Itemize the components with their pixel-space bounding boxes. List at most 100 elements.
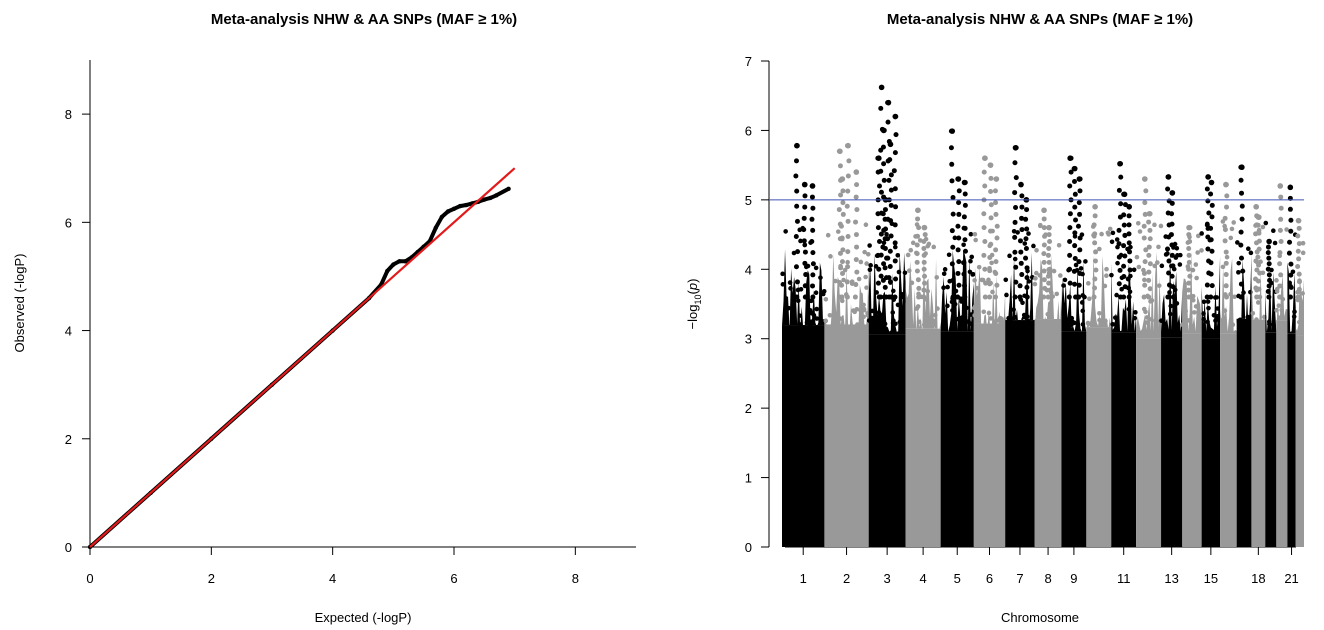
snp-point: [1077, 188, 1083, 194]
snp-point: [1206, 305, 1211, 311]
snp-point: [885, 119, 891, 125]
snp-point: [1288, 228, 1294, 234]
snp-point: [802, 193, 808, 199]
snp-point: [1186, 294, 1192, 300]
chromosome-21-points: [1286, 184, 1298, 547]
snp-point: [1114, 237, 1120, 242]
snp-point: [1235, 240, 1240, 245]
snp-point: [1127, 289, 1133, 295]
snp-point: [993, 294, 999, 300]
snp-point: [1253, 258, 1259, 264]
snp-point: [803, 272, 809, 278]
snp-point: [1143, 188, 1149, 194]
snp-point: [1041, 242, 1047, 248]
snp-point: [1195, 233, 1201, 239]
snp-point: [1121, 294, 1127, 300]
snp-peak-point: [955, 176, 962, 182]
snp-point: [1032, 281, 1038, 287]
snp-point: [845, 259, 850, 265]
snp-point: [887, 279, 893, 285]
snp-point: [1045, 273, 1051, 279]
snp-point: [1054, 291, 1060, 297]
snp-point: [1166, 258, 1172, 264]
snp-point: [810, 283, 816, 289]
chromosome-1-points: [780, 142, 827, 547]
snp-point: [1186, 266, 1192, 272]
chromosome-base: [1236, 318, 1252, 547]
snp-point: [1286, 250, 1292, 256]
snp-point: [827, 312, 833, 318]
snp-point: [1121, 263, 1127, 269]
snp-point: [1288, 272, 1294, 278]
snp-point: [839, 282, 845, 288]
snp-point: [1240, 268, 1246, 274]
chromosome-2-points: [823, 142, 871, 547]
chromosome-18-points: [1250, 204, 1267, 547]
snp-point: [1072, 230, 1078, 236]
manhattan-x-tick-label: 3: [884, 571, 891, 586]
snp-point: [916, 319, 922, 325]
snp-point: [993, 259, 999, 265]
snp-point: [875, 169, 881, 175]
snp-point: [974, 285, 980, 291]
snp-point: [988, 175, 994, 181]
snp-point: [1128, 244, 1133, 250]
snp-peak-point: [1018, 181, 1024, 188]
snp-point: [1041, 294, 1047, 300]
snp-point: [1072, 234, 1078, 239]
snp-point: [1126, 231, 1132, 237]
snp-point: [810, 205, 816, 211]
snp-point: [1277, 283, 1283, 289]
snp-point: [1023, 245, 1029, 251]
snp-point: [1169, 273, 1175, 279]
snp-point: [1274, 289, 1280, 294]
snp-point: [1165, 251, 1170, 256]
snp-point: [1126, 285, 1132, 291]
snp-point: [1165, 186, 1171, 192]
snp-point: [1195, 250, 1200, 255]
snp-point: [1287, 294, 1293, 300]
snp-peak-point: [1277, 183, 1284, 189]
chromosome-base: [1136, 338, 1162, 547]
snp-point: [1099, 231, 1104, 237]
manhattan-y-ticks: 0 1 2 3 4 5 6 7: [745, 54, 769, 555]
chromosome-12-points: [1134, 176, 1164, 547]
snp-point: [868, 263, 873, 268]
snp-point: [1186, 280, 1192, 286]
snp-point: [921, 239, 927, 245]
snp-point: [1068, 169, 1074, 175]
snp-point: [865, 252, 871, 257]
snp-point: [1212, 295, 1218, 300]
snp-point: [908, 247, 914, 253]
snp-point: [882, 265, 888, 271]
snp-point: [1265, 244, 1271, 250]
snp-point: [786, 305, 792, 311]
chromosome-base: [1265, 332, 1277, 547]
snp-point: [1192, 310, 1197, 315]
snp-point: [833, 278, 838, 284]
snp-point: [961, 260, 967, 266]
snp-point: [1277, 315, 1283, 321]
manhattan-x-tick-label: 6: [986, 571, 993, 586]
snp-point: [914, 259, 920, 265]
snp-point: [1003, 277, 1009, 283]
snp-point: [948, 145, 954, 151]
snp-point: [976, 264, 982, 270]
snp-point: [840, 247, 846, 253]
snp-peak-point: [1142, 176, 1148, 182]
snp-point: [1236, 260, 1242, 266]
snp-point: [838, 192, 844, 198]
snp-point: [1296, 279, 1302, 285]
snp-point: [1097, 317, 1102, 323]
snp-point: [992, 188, 998, 194]
snp-point: [949, 261, 955, 267]
snp-point: [802, 283, 808, 289]
snp-point: [883, 275, 889, 281]
chromosome-17-points: [1235, 164, 1254, 547]
snp-point: [1091, 222, 1097, 228]
snp-point: [1045, 294, 1051, 300]
y-label-p: p: [685, 283, 700, 291]
snp-point: [853, 219, 859, 225]
snp-point: [914, 268, 920, 274]
snp-point: [1046, 232, 1052, 238]
